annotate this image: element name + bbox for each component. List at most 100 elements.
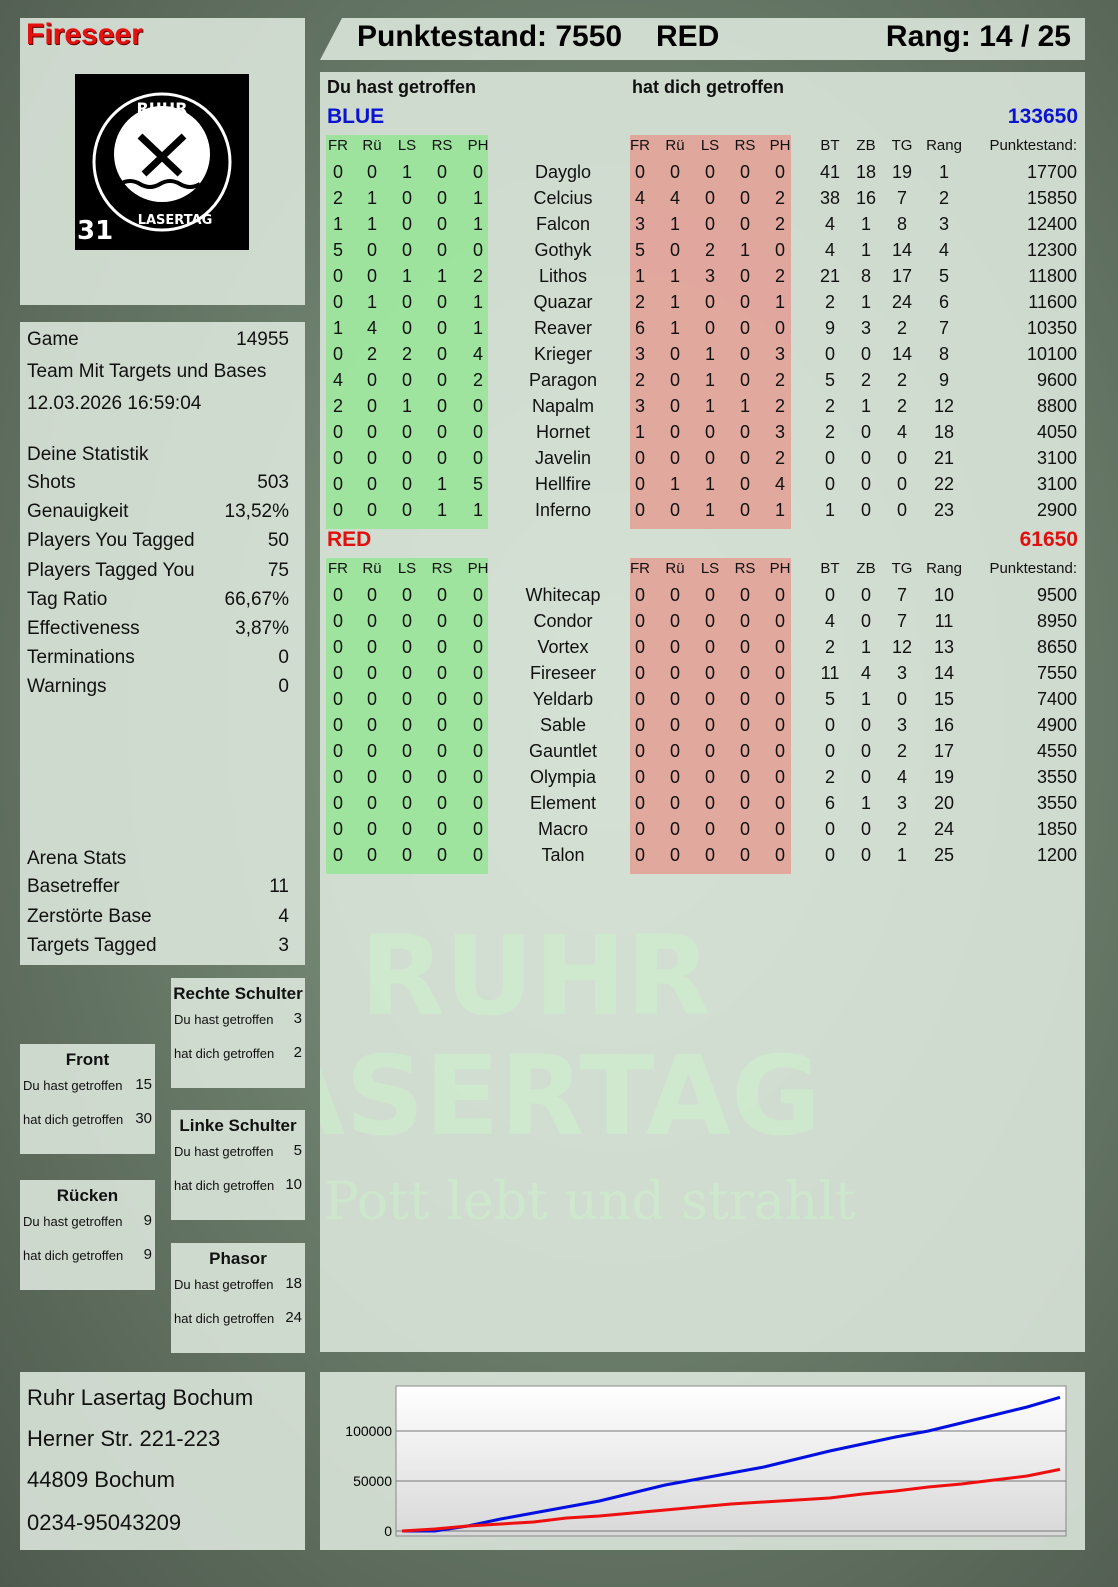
you-hit-cell: 0	[401, 793, 413, 813]
hit-you-cell: 0	[634, 845, 646, 865]
hit-you-cell: 0	[739, 370, 751, 390]
you-hit-cell: 0	[472, 611, 484, 631]
you-hit-cell: 1	[472, 214, 484, 234]
you-hit-cell: 0	[332, 422, 344, 442]
hit-you-cell: 0	[704, 422, 716, 442]
player-name: Quazar	[533, 292, 593, 312]
player-name: Fireseer	[529, 663, 597, 683]
you-hit-cell: 0	[401, 188, 413, 208]
game-mode: Team Mit Targets und Bases	[27, 361, 267, 382]
player-name: Gauntlet	[528, 741, 598, 761]
you-hit-cell: 0	[401, 819, 413, 839]
you-hit-cell: 1	[472, 318, 484, 338]
col-header: Rü	[665, 560, 685, 577]
hit-you-cell: 0	[704, 448, 716, 468]
hit-you-cell: 0	[739, 819, 751, 839]
zone-you-hit-value: 15	[135, 1076, 152, 1093]
stat-cell: 0	[896, 500, 908, 520]
col-header: RS	[734, 137, 756, 154]
hit-you-cell: 0	[634, 663, 646, 683]
hit-zone-phasor: Phasor Du hast getroffen 18 hat dich getrof…	[171, 1243, 305, 1353]
hit-you-cell: 1	[774, 292, 786, 312]
you-hit-cell: 0	[436, 396, 448, 416]
stat-cell: 1	[860, 214, 872, 234]
you-hit-cell: 0	[436, 240, 448, 260]
zone-hit-you-label: hat dich getroffen	[174, 1178, 275, 1193]
hit-you-cell: 0	[634, 637, 646, 657]
stat-cell: 0	[860, 585, 872, 605]
arena-value: 11	[269, 876, 289, 897]
hit-you-cell: 0	[774, 819, 786, 839]
you-hit-cell: 4	[332, 370, 344, 390]
you-hit-cell: 0	[401, 715, 413, 735]
stat-cell: 24	[891, 292, 913, 312]
player-score: 9600	[1036, 370, 1077, 390]
hit-you-cell: 0	[739, 474, 751, 494]
stat-cell: 38	[819, 188, 841, 208]
hit-you-cell: 0	[704, 637, 716, 657]
hit-you-cell: 0	[669, 448, 681, 468]
zone-hit-you-label: hat dich getroffen	[23, 1248, 124, 1263]
svg-text:RUHR: RUHR	[136, 99, 187, 118]
you-hit-cell: 0	[366, 741, 378, 761]
zone-hit-you-value: 10	[285, 1176, 302, 1193]
col-header: Rü	[665, 137, 685, 154]
you-hit-cell: 0	[366, 474, 378, 494]
you-hit-cell: 1	[366, 188, 378, 208]
stat-cell: 2	[896, 819, 908, 839]
you-hit-cell: 0	[436, 344, 448, 364]
stat-cell: 9	[824, 318, 836, 338]
you-hit-cell: 0	[332, 819, 344, 839]
watermark-ruhr: RUHR	[360, 912, 711, 1040]
stat-label: Effectiveness	[27, 618, 140, 639]
stat-row: Players You Tagged 50	[27, 530, 289, 552]
you-hit-cell: 0	[366, 845, 378, 865]
player-name: Celcius	[533, 188, 593, 208]
stat-row: Tag Ratio 66,67%	[27, 589, 289, 611]
player-name: Talon	[541, 845, 585, 865]
stat-cell: 16	[855, 188, 877, 208]
stat-value: 0	[278, 676, 289, 698]
stat-value: 3,87%	[235, 618, 289, 639]
stat-cell: 11	[934, 611, 954, 631]
hit-you-cell: 2	[774, 266, 786, 286]
you-hit-cell: 2	[472, 370, 484, 390]
hit-you-cell: 0	[739, 741, 751, 761]
hit-you-cell: 0	[774, 637, 786, 657]
stat-cell: 1	[860, 689, 872, 709]
hit-you-column-bg	[630, 558, 791, 874]
stat-cell: 15	[933, 689, 955, 709]
you-hit-cell: 2	[332, 396, 344, 416]
stat-cell: 8	[938, 344, 950, 364]
hit-you-cell: 0	[704, 767, 716, 787]
col-header: TG	[891, 137, 913, 154]
you-hit-cell: 0	[472, 741, 484, 761]
zone-hit-you-value: 2	[293, 1044, 302, 1061]
you-hit-cell: 1	[366, 214, 378, 234]
hit-you-cell: 0	[739, 448, 751, 468]
team-name: RED	[327, 528, 372, 551]
stat-cell: 1	[860, 292, 872, 312]
you-hit-cell: 0	[401, 370, 413, 390]
hit-you-cell: 0	[634, 611, 646, 631]
header-score: Punktestand: 7550	[357, 20, 623, 53]
you-hit-cell: 0	[366, 500, 378, 520]
hit-you-cell: 0	[739, 793, 751, 813]
stat-cell: 0	[824, 819, 836, 839]
game-id: 14955	[236, 329, 289, 350]
game-row: Game 14955	[27, 329, 289, 351]
zone-hit-you-value: 30	[135, 1110, 152, 1127]
player-name: Lithos	[538, 266, 588, 286]
you-hit-cell: 2	[401, 344, 413, 364]
zone-you-hit-label: Du hast getroffen	[23, 1214, 123, 1229]
arena-value: 3	[278, 935, 289, 956]
you-hit-cell: 0	[472, 819, 484, 839]
zone-title: Rücken	[56, 1186, 119, 1205]
you-hit-cell: 0	[436, 663, 448, 683]
col-header: LS	[397, 137, 417, 154]
stat-label: Players Tagged You	[27, 559, 195, 581]
you-hit-cell: 0	[332, 663, 344, 683]
stat-value: 13,52%	[224, 501, 289, 523]
hit-you-cell: 1	[669, 292, 681, 312]
zone-you-hit-label: Du hast getroffen	[23, 1078, 123, 1093]
